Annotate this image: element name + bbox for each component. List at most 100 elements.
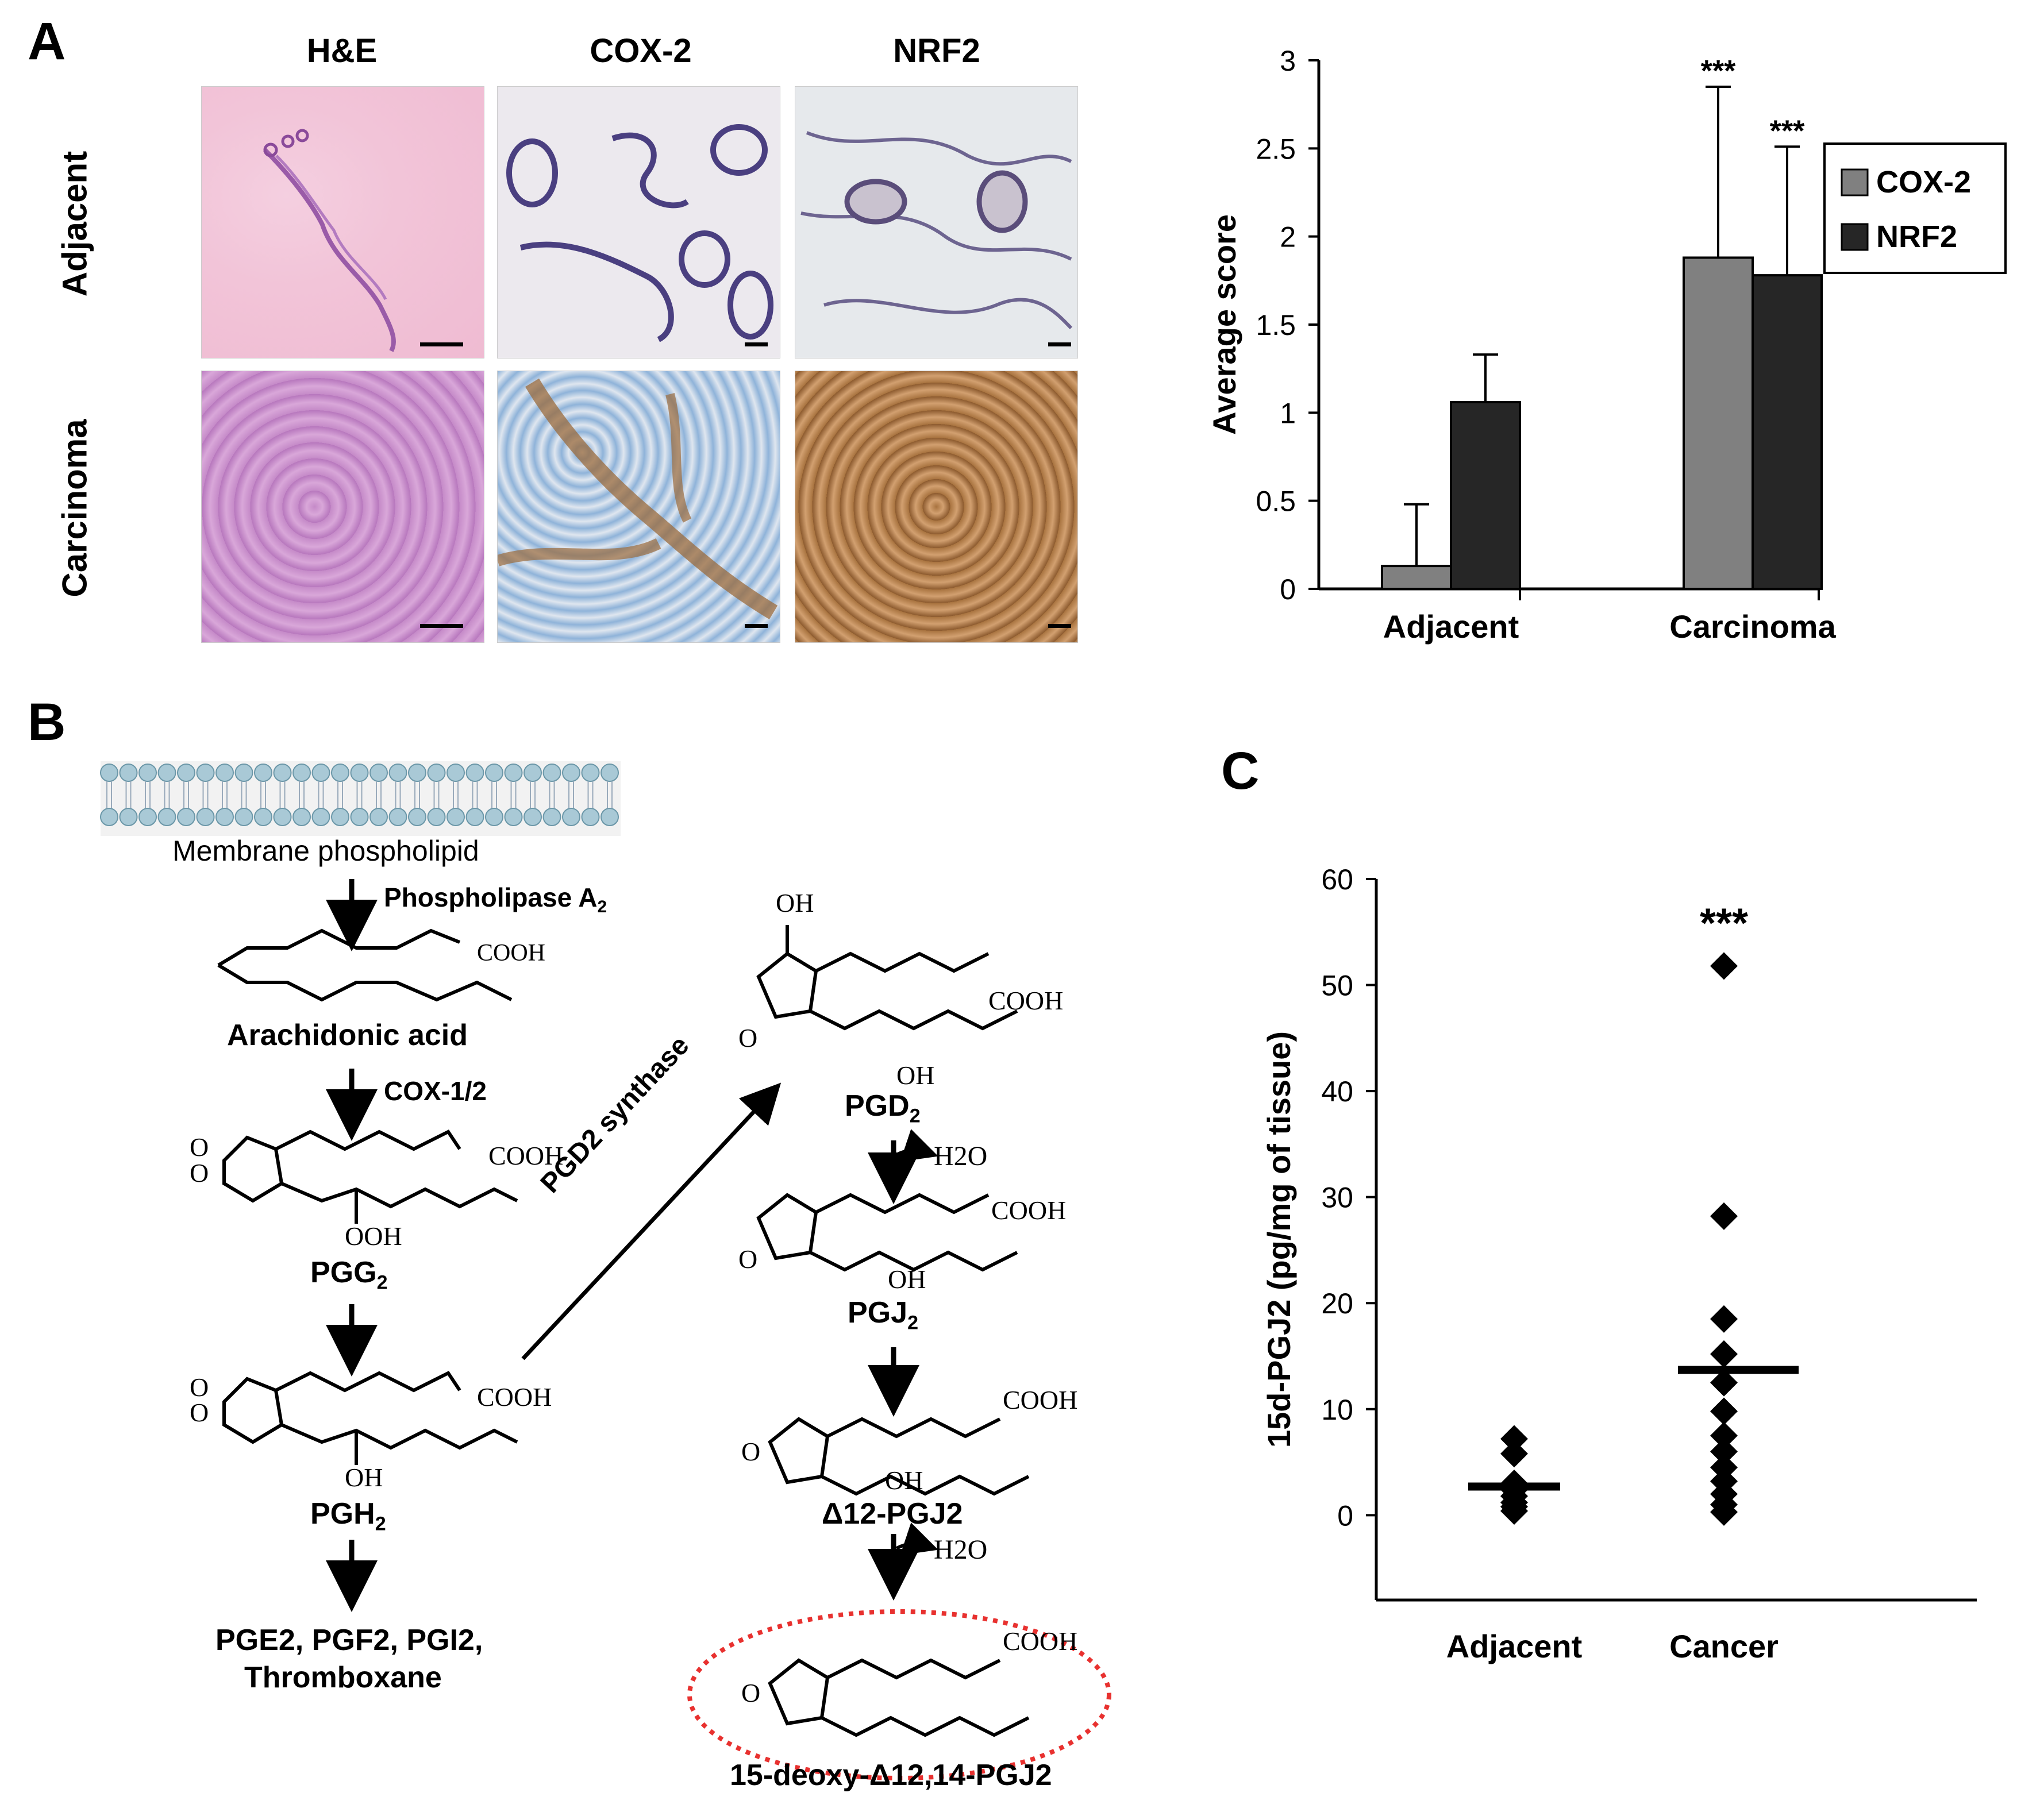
panel-b-letter: B [28, 693, 66, 751]
oh-label-pgd2-bottom: OH [896, 1061, 935, 1090]
data-point [1500, 1440, 1528, 1468]
data-point [1710, 1368, 1738, 1397]
lipid-head [119, 808, 138, 826]
legend-swatch [1841, 223, 1869, 251]
x-tick-label: Carcinoma [1669, 608, 1836, 645]
pgd2-label: PGD2 [845, 1089, 921, 1127]
lipid-head [331, 764, 349, 782]
cooh-label-pgh2: COOH [477, 1382, 552, 1412]
scale-bar [745, 624, 768, 628]
lipid-head [215, 764, 234, 782]
lipid-head [485, 764, 503, 782]
panel-a-letter: A [28, 12, 66, 71]
pgd2-structure [756, 925, 1018, 1031]
lipid-head [157, 764, 176, 782]
pgh2-structure [222, 1371, 518, 1465]
cooh-label-delta12: COOH [1003, 1385, 1078, 1414]
lipid-head [292, 808, 311, 826]
data-point [1710, 1305, 1738, 1333]
column-header-cox2: COX-2 [590, 32, 692, 70]
bar-nrf2-carcinoma [1752, 274, 1823, 590]
delta12-label: Δ12-PGJ2 [822, 1497, 963, 1531]
pgj2-label: PGJ2 [848, 1296, 918, 1334]
row-header-carcinoma: Carcinoma [55, 419, 94, 597]
membrane-label: Membrane phospholipid [172, 835, 479, 867]
lipid-head [273, 808, 292, 826]
scale-bar [420, 624, 463, 628]
enzyme-pla2-text: Phospholipase A [384, 882, 598, 912]
o-label-pgh2-bottom: O [190, 1398, 209, 1427]
lipid-head [388, 808, 407, 826]
membrane-bilayer [100, 761, 621, 836]
x-tick-label: Adjacent [1446, 1628, 1583, 1664]
lipid-head [350, 808, 369, 826]
row-header-adjacent: Adjacent [55, 151, 94, 297]
pgg2-structure [222, 1129, 518, 1224]
pgh2-label: PGH2 [310, 1497, 386, 1535]
pgh2-sub: 2 [375, 1513, 386, 1535]
lipid-head [100, 764, 118, 782]
final-structure [768, 1658, 1030, 1737]
arachidonic-label: Arachidonic acid [227, 1019, 468, 1052]
micrograph-cox2-adjacent [497, 86, 780, 358]
lipid-head [234, 808, 253, 826]
lipid-head [196, 764, 215, 782]
column-header-he: H&E [306, 32, 378, 70]
lipid-head [331, 808, 349, 826]
final-label: 15-deoxy-Δ12,14-PGJ2 [730, 1759, 1052, 1792]
y-tick-label: 1.5 [1256, 309, 1296, 341]
o-label-delta12: O [741, 1437, 761, 1466]
lipid-head [542, 764, 561, 782]
pgg2-sub: 2 [376, 1271, 388, 1294]
scale-bar [1048, 342, 1071, 346]
lipid-head [157, 808, 176, 826]
products-line-2: Thromboxane [244, 1661, 442, 1694]
micrograph-he-carcinoma [201, 371, 484, 643]
o-label-pgj2: O [738, 1244, 758, 1274]
pgg2-label: PGG2 [310, 1255, 388, 1294]
significance-label: *** [1701, 55, 1736, 88]
enzyme-cox-label: COX-1/2 [384, 1076, 487, 1106]
pgd2-sub: 2 [909, 1105, 921, 1127]
panel-c-letter: C [1221, 742, 1260, 800]
lipid-head [581, 764, 600, 782]
lipid-head [388, 764, 407, 782]
oh-label-pgd2-top: OH [776, 888, 814, 918]
pgd2-text: PGD [845, 1089, 910, 1123]
oh-label-delta12: OH [885, 1466, 923, 1495]
x-tick-label: Cancer [1669, 1628, 1779, 1664]
scatter-chart: 0 10 20 30 40 50 60 15d-PGJ2 (pg/mg of tissue) A… [1261, 863, 1977, 1664]
column-header-nrf2: NRF2 [893, 32, 980, 70]
lipid-head [465, 808, 484, 826]
x-tick-label: Adjacent [1383, 608, 1519, 645]
data-point [1710, 1421, 1738, 1450]
arachidonic-structure [217, 928, 461, 967]
lipid-head [408, 808, 426, 826]
products-line-1: PGE2, PGF2, PGI2, [215, 1624, 483, 1657]
significance-label: *** [1700, 901, 1748, 947]
enzyme-pla2-sub: 2 [597, 897, 607, 917]
cooh-label-final: COOH [1003, 1626, 1078, 1656]
highlight-ellipse [687, 1609, 1111, 1780]
y-tick-label: 50 [1321, 970, 1353, 1002]
stroma-drawing [496, 378, 778, 620]
ooh-label-pgg2: OOH [345, 1221, 402, 1251]
y-tick-label: 0 [1337, 1499, 1353, 1532]
y-tick-label: 2 [1280, 221, 1296, 253]
y-tick-label: 40 [1321, 1075, 1353, 1108]
o-label-pgd2: O [738, 1023, 758, 1053]
y-axis-title: Average score [1206, 214, 1242, 435]
lipid-head [542, 808, 561, 826]
gland-drawing [263, 129, 396, 352]
data-point [1710, 1437, 1738, 1466]
lipid-head [350, 764, 369, 782]
gland-drawing [506, 124, 773, 342]
scale-bar [1048, 624, 1071, 628]
lipid-head [215, 808, 234, 826]
lipid-head [311, 808, 330, 826]
bar-chart: 0 0.5 1 1.5 2 2.5 3 Average score Adjacent Carcin… [1206, 45, 2007, 645]
significance-label: *** [1770, 114, 1805, 148]
lipid-head [562, 808, 580, 826]
cooh-label-pgd2: COOH [988, 986, 1064, 1015]
enzyme-pla2-label: Phospholipase A2 [384, 882, 607, 917]
